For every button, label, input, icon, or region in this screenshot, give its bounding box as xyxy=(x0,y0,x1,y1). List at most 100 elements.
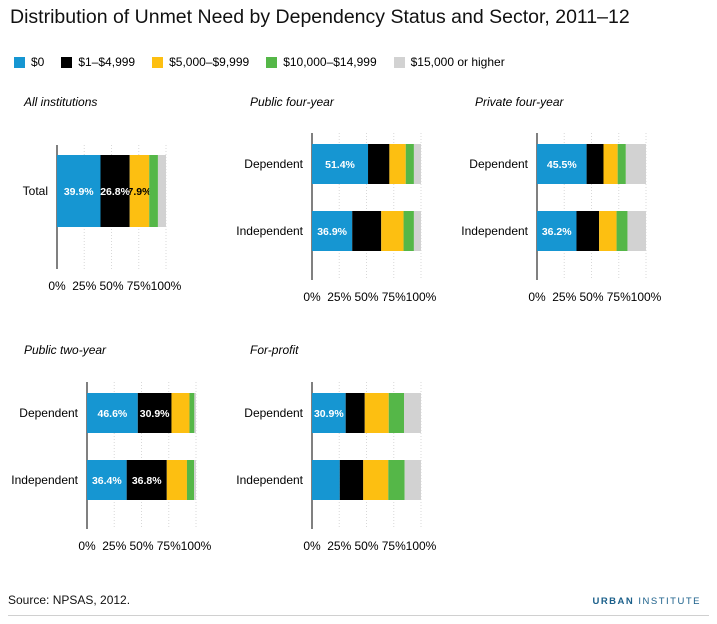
brand-part-2: INSTITUTE xyxy=(638,596,701,607)
legend-swatch xyxy=(61,56,73,68)
bar-segment xyxy=(339,460,364,500)
x-tick-label: 25% xyxy=(327,290,351,304)
x-tick-label: 0% xyxy=(303,290,321,304)
panel-title: Public two-year xyxy=(24,343,107,357)
bar-segment xyxy=(126,460,167,500)
legend: $0 $1–$4,999 $5,000–$9,999 $10,000–$14,999 $… xyxy=(14,53,522,71)
x-tick-label: 50% xyxy=(354,290,378,304)
bar-segment xyxy=(586,144,604,184)
x-tick-label: 50% xyxy=(99,279,123,293)
legend-label: $5,000–$9,999 xyxy=(169,55,250,69)
bar-segment xyxy=(363,460,389,500)
bar-segment xyxy=(312,211,353,251)
x-tick-label: 75% xyxy=(127,279,151,293)
bar-segment xyxy=(389,144,406,184)
bar-segment xyxy=(413,144,421,184)
bar-segment xyxy=(171,393,190,433)
brand-logo: URBAN INSTITUTE xyxy=(592,596,701,607)
legend-item: $10,000–$14,999 xyxy=(266,55,377,69)
bar-segment xyxy=(603,144,618,184)
bar-segment xyxy=(157,155,166,227)
bar-segment xyxy=(312,144,369,184)
x-tick-label: 25% xyxy=(552,290,576,304)
data-label: 30.9% xyxy=(314,408,344,420)
bar-segment xyxy=(403,393,421,433)
category-label: Dependent xyxy=(469,157,528,171)
bar-segment xyxy=(87,393,138,433)
bar-segment xyxy=(405,144,414,184)
bar-segment xyxy=(364,393,389,433)
data-label: 36.4% xyxy=(92,475,122,487)
x-tick-label: 0% xyxy=(48,279,66,293)
bar-segment xyxy=(576,211,600,251)
x-tick-label: 0% xyxy=(528,290,546,304)
x-tick-label: 25% xyxy=(72,279,96,293)
x-tick-label: 100% xyxy=(406,539,437,553)
x-tick-label: 50% xyxy=(129,539,153,553)
bar-segment xyxy=(352,211,382,251)
x-tick-label: 100% xyxy=(406,290,437,304)
bar-segment xyxy=(404,460,421,500)
bar-segment xyxy=(403,211,414,251)
bar-segment xyxy=(312,460,340,500)
bar-segment xyxy=(166,460,187,500)
chart-title: Distribution of Unmet Need by Dependency… xyxy=(10,6,630,28)
legend-swatch xyxy=(152,56,164,68)
legend-item: $0 xyxy=(14,55,44,69)
bar-segment xyxy=(129,155,150,227)
data-label: 46.6% xyxy=(98,408,128,420)
x-tick-label: 25% xyxy=(327,539,351,553)
data-label: 45.5% xyxy=(547,159,577,171)
data-label: 36.8% xyxy=(132,475,162,487)
panel-title: Public four-year xyxy=(250,95,335,109)
legend-item: $15,000 or higher xyxy=(393,55,505,69)
data-label: 26.8% xyxy=(100,186,130,198)
bar-segment xyxy=(616,211,628,251)
bar-segment xyxy=(537,211,577,251)
x-tick-label: 0% xyxy=(78,539,96,553)
bar-segment xyxy=(312,393,346,433)
legend-item: $5,000–$9,999 xyxy=(152,55,249,69)
bar-segment xyxy=(617,144,626,184)
x-tick-label: 100% xyxy=(151,279,182,293)
bottom-divider xyxy=(8,615,709,616)
category-label: Dependent xyxy=(244,406,303,420)
bar-segment xyxy=(625,144,646,184)
legend-label: $10,000–$14,999 xyxy=(283,55,377,69)
bar-segment xyxy=(194,460,196,500)
bar-segment xyxy=(149,155,158,227)
x-tick-label: 75% xyxy=(607,290,631,304)
x-tick-label: 75% xyxy=(382,539,406,553)
category-label: Independent xyxy=(236,473,303,487)
bar-segment xyxy=(189,393,195,433)
category-label: Independent xyxy=(11,473,78,487)
category-label: Dependent xyxy=(244,157,303,171)
legend-swatch xyxy=(266,56,278,68)
bar-segment xyxy=(627,211,646,251)
data-label: 36.9% xyxy=(317,226,347,238)
bar-segment xyxy=(186,460,195,500)
data-label: 36.2% xyxy=(542,226,572,238)
legend-label: $15,000 or higher xyxy=(410,55,505,69)
source-note: Source: NPSAS, 2012. xyxy=(8,593,131,607)
bar-segment xyxy=(345,393,365,433)
panel-title: For-profit xyxy=(250,343,299,357)
bar-segment xyxy=(537,144,587,184)
category-label: Independent xyxy=(236,224,303,238)
legend-item: $1–$4,999 xyxy=(61,55,135,69)
bar-segment xyxy=(87,460,127,500)
bar-segment xyxy=(194,393,196,433)
data-label: 7.9% xyxy=(127,186,152,198)
x-tick-label: 100% xyxy=(181,539,212,553)
bar-segment xyxy=(388,460,405,500)
category-label: Dependent xyxy=(19,406,78,420)
x-tick-label: 100% xyxy=(631,290,662,304)
legend-swatch xyxy=(14,56,25,68)
category-label: Independent xyxy=(461,224,528,238)
x-tick-label: 50% xyxy=(354,539,378,553)
category-label: Total xyxy=(23,184,48,198)
bar-segment xyxy=(413,211,421,251)
data-label: 39.9% xyxy=(64,186,94,198)
bar-segment xyxy=(100,155,130,227)
x-tick-label: 50% xyxy=(579,290,603,304)
